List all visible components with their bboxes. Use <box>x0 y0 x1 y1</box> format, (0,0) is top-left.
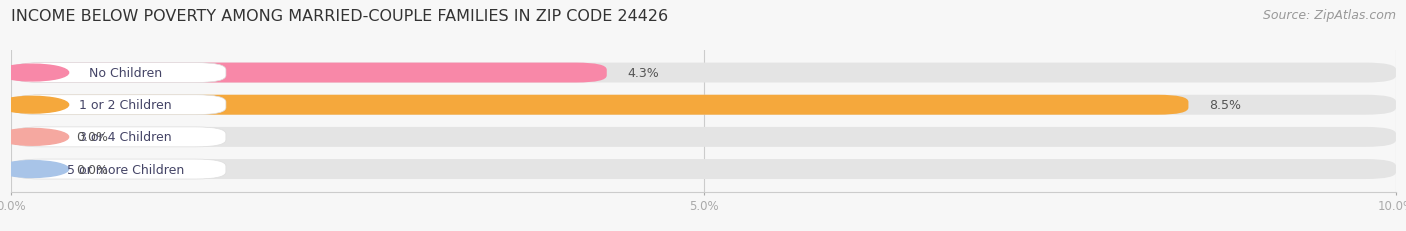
Text: 3 or 4 Children: 3 or 4 Children <box>79 131 172 144</box>
FancyBboxPatch shape <box>11 127 226 147</box>
Text: No Children: No Children <box>89 67 162 80</box>
FancyBboxPatch shape <box>11 127 59 147</box>
FancyBboxPatch shape <box>11 95 226 115</box>
Circle shape <box>0 65 69 82</box>
Circle shape <box>0 129 69 146</box>
FancyBboxPatch shape <box>11 63 1396 83</box>
Text: 4.3%: 4.3% <box>627 67 659 80</box>
Text: 1 or 2 Children: 1 or 2 Children <box>79 99 172 112</box>
FancyBboxPatch shape <box>11 95 1396 115</box>
Text: 8.5%: 8.5% <box>1209 99 1241 112</box>
FancyBboxPatch shape <box>11 159 59 179</box>
FancyBboxPatch shape <box>11 159 1396 179</box>
Text: INCOME BELOW POVERTY AMONG MARRIED-COUPLE FAMILIES IN ZIP CODE 24426: INCOME BELOW POVERTY AMONG MARRIED-COUPL… <box>11 9 668 24</box>
FancyBboxPatch shape <box>11 127 1396 147</box>
FancyBboxPatch shape <box>11 159 226 179</box>
Text: 0.0%: 0.0% <box>76 131 108 144</box>
FancyBboxPatch shape <box>11 95 1188 115</box>
FancyBboxPatch shape <box>11 63 226 83</box>
Circle shape <box>0 97 69 114</box>
Text: 0.0%: 0.0% <box>76 163 108 176</box>
FancyBboxPatch shape <box>11 63 607 83</box>
Circle shape <box>0 161 69 178</box>
Text: Source: ZipAtlas.com: Source: ZipAtlas.com <box>1263 9 1396 22</box>
Text: 5 or more Children: 5 or more Children <box>67 163 184 176</box>
